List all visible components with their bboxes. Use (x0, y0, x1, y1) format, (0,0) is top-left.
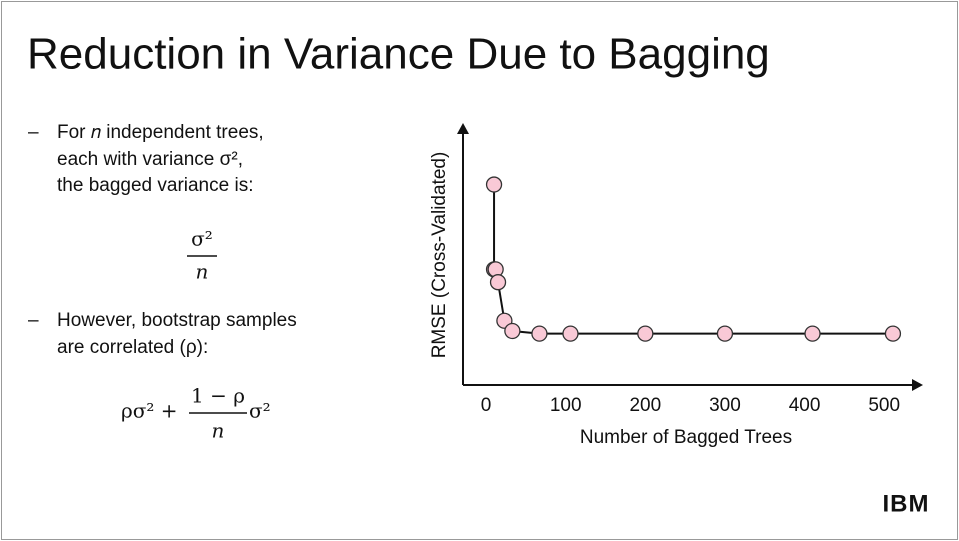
formula-denominator: 𝑛 (196, 260, 209, 284)
x-axis-label: Number of Bagged Trees (580, 427, 792, 448)
data-point (489, 274, 507, 291)
data-point (884, 325, 902, 342)
x-tick-label: 200 (629, 395, 661, 416)
bullet-line: For 𝑛 independent trees, (57, 122, 264, 143)
x-tick-label: 300 (709, 395, 741, 416)
y-axis-label: RMSE (Cross-Validated) (429, 152, 450, 359)
formula-denominator: 𝑛 (212, 419, 225, 443)
data-point (637, 325, 654, 342)
slide-title: Reduction in Variance Due to Bagging (27, 30, 770, 79)
bullet-line: each with variance σ², (57, 149, 243, 170)
data-point (531, 325, 548, 342)
y-axis-arrow (457, 123, 469, 134)
x-tick-label: 0 (481, 395, 492, 416)
data-point (485, 176, 503, 193)
data-point (504, 322, 521, 340)
bullet-dash: – (28, 310, 39, 331)
bullet-line: the bagged variance is: (57, 175, 253, 196)
bullet-dash: – (28, 122, 39, 143)
data-point (716, 325, 734, 342)
ibm-logo: IBM (883, 490, 930, 517)
bullet-line: However, bootstrap samples (57, 310, 297, 331)
chart: Number of Bagged Trees RMSE (Cross-Valid… (429, 123, 923, 448)
x-tick-label: 100 (550, 395, 582, 416)
formula-numerator: 1 − ρ (191, 384, 245, 408)
x-tick-label: 500 (868, 395, 900, 416)
data-point (804, 325, 821, 342)
formula-numerator: σ² (191, 227, 213, 251)
bullet-line: are correlated (ρ): (57, 337, 208, 358)
x-tick-label: 400 (789, 395, 821, 416)
x-axis-arrow (912, 379, 923, 391)
formula-prefix: ρσ² + (121, 399, 178, 423)
formula-suffix: σ² (249, 399, 271, 423)
data-point (562, 325, 579, 342)
